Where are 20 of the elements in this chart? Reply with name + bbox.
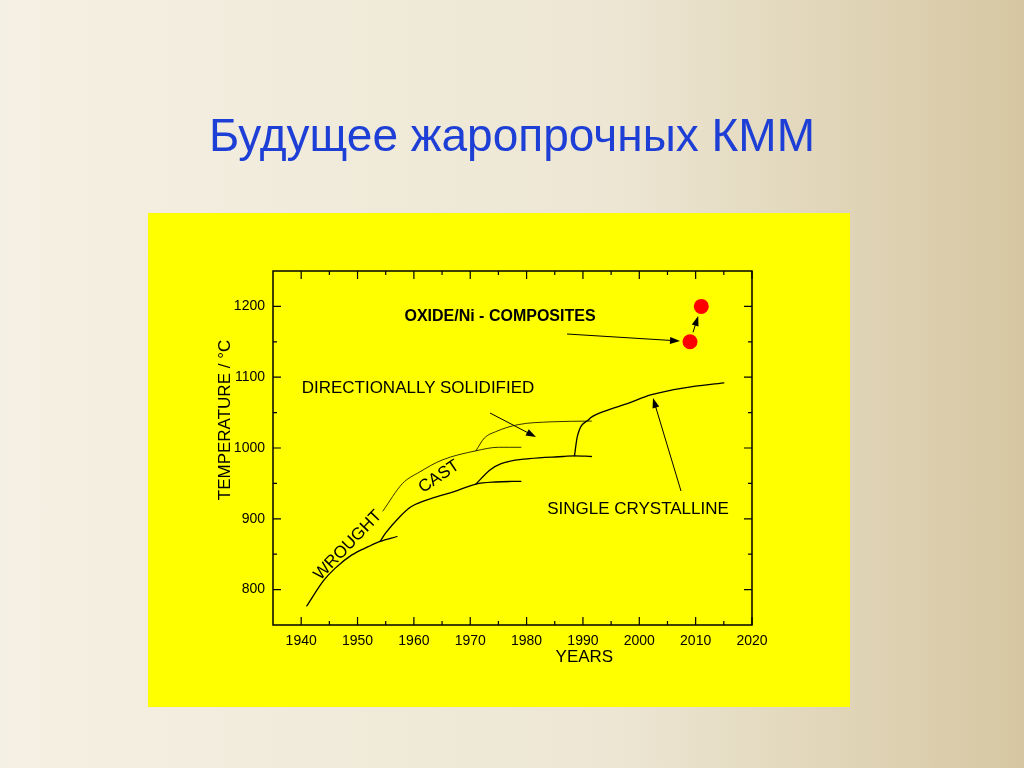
x-axis-title: YEARS <box>555 646 614 666</box>
annotation: DIRECTIONALLY SOLIDIFIED <box>301 377 535 397</box>
chart-title: Будущее жаропрочных КММ <box>208 108 816 162</box>
x-tick-label: 1940 <box>285 632 317 649</box>
x-tick-label: 1960 <box>398 632 430 649</box>
y-tick-label: 1000 <box>233 438 266 455</box>
y-tick-label: 800 <box>241 580 266 597</box>
annotation: SINGLE CRYSTALLINE <box>547 498 729 518</box>
x-tick-label: 2020 <box>736 632 768 649</box>
x-tick-label: 1990 <box>567 632 599 649</box>
y-tick-label: 900 <box>241 509 266 526</box>
annotation: OXIDE/Ni - COMPOSITES <box>404 307 596 325</box>
x-tick-label: 2010 <box>680 632 712 649</box>
x-tick-label: 1950 <box>341 632 374 649</box>
x-tick-label: 2000 <box>623 632 656 649</box>
x-tick-label: 1980 <box>511 632 543 649</box>
y-tick-label: 1200 <box>233 297 266 314</box>
y-tick-label: 1100 <box>234 368 266 385</box>
y-axis-title: TEMPERATURE / °C <box>214 339 234 501</box>
x-tick-label: 1970 <box>454 632 487 649</box>
